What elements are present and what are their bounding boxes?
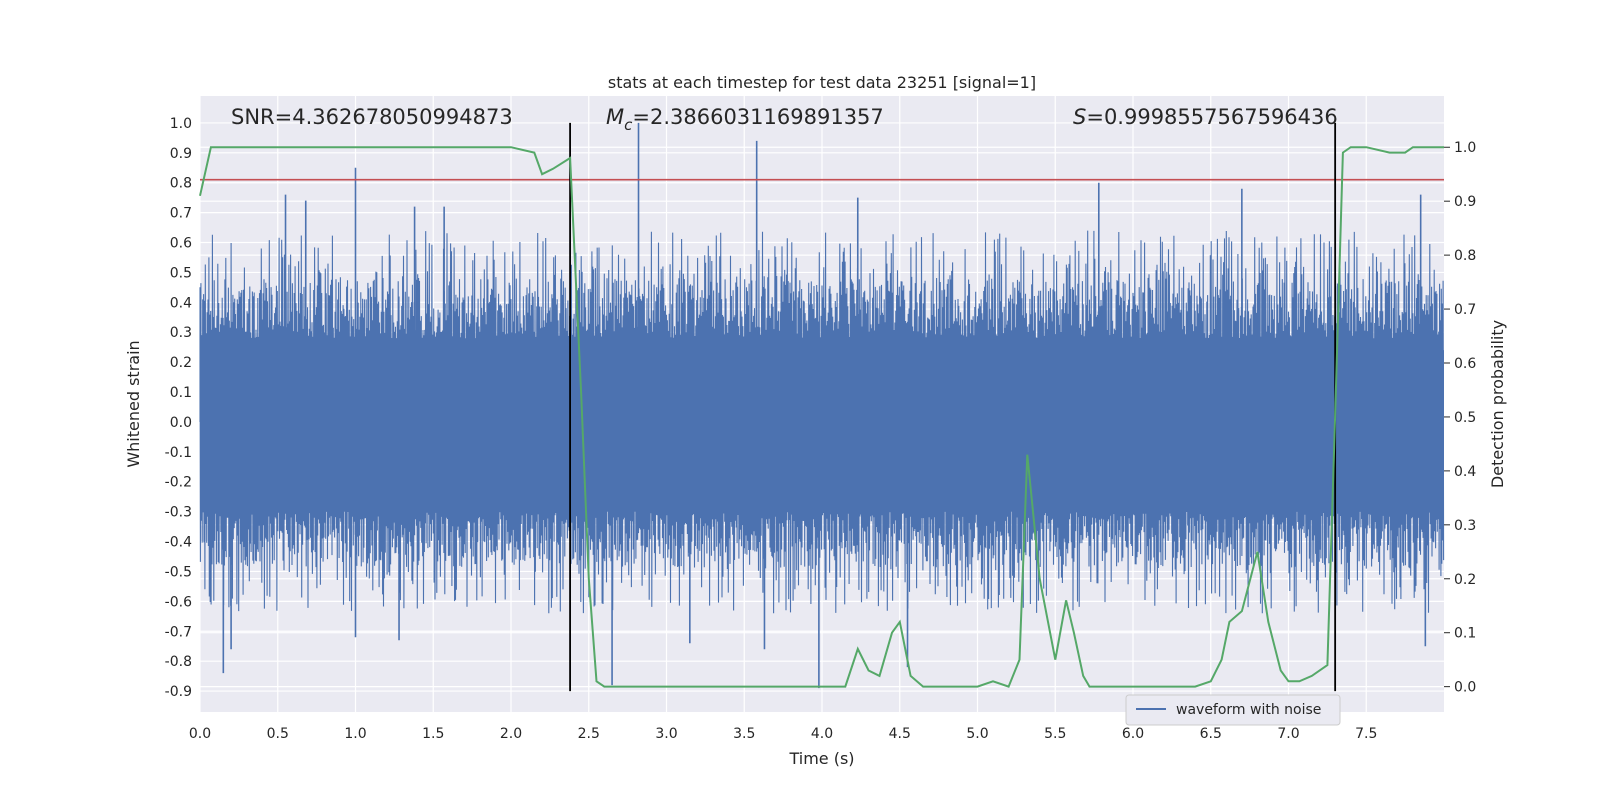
y-tick-label: 0.4 [170,295,192,311]
chirp-mass-annotation: Mc=2.3866031169891357 [606,105,884,134]
s-symbol: S [1073,105,1086,129]
y-tick-label: -0.8 [165,654,192,670]
y-tick-label: 0.9 [170,146,192,162]
waveform-trace [199,230,1445,614]
x-tick-label: 7.0 [1277,726,1299,742]
y-tick-label: -0.5 [165,564,192,580]
y-tick-label: 0.6 [170,236,192,252]
x-tick-label: 4.5 [889,726,911,742]
x-tick-label: 3.0 [655,726,677,742]
s-annotation: S=0.9998557567596436 [1073,105,1338,129]
legend-label-waveform: waveform with noise [1176,702,1321,718]
s-value: =0.9998557567596436 [1086,105,1337,129]
x-tick-label: 0.5 [267,726,289,742]
waveform-series [199,122,1445,689]
y-axis-ticks: 1.0 0.9 0.8 0.7 0.6 0.5 0.4 0.3 0.2 0.1 0.0 -0.1 -0.… [165,116,192,700]
y-tick-label: -0.6 [165,594,192,610]
legend: waveform with noise [1125,694,1341,726]
x-axis-label: Time (s) [788,749,854,768]
chirp-mass-symbol: M [606,105,624,129]
y-tick-label: 0.3 [170,325,192,341]
y-tick-label: -0.3 [165,505,192,521]
y-tick-label: 0.0 [170,415,192,431]
y-tick-label: 0.5 [170,265,192,281]
y2-tick-label: 0.4 [1454,464,1476,480]
y2-tick-label: 1.0 [1454,140,1476,156]
x-tick-label: 2.5 [578,726,600,742]
y-tick-label: -0.4 [165,535,192,551]
x-tick-label: 4.0 [811,726,833,742]
x-tick-label: 1.5 [422,726,444,742]
y2-axis-label: Detection probability [1488,320,1507,488]
chart-title: stats at each timestep for test data 232… [608,73,1036,92]
y2-tick-label: 0.0 [1454,680,1476,696]
y-tick-label: 0.8 [170,176,192,192]
y-tick-label: -0.2 [165,475,192,491]
y2-tick-label: 0.1 [1454,626,1476,642]
snr-annotation: SNR=4.362678050994873 [231,105,513,129]
y2-tick-label: 0.6 [1454,356,1476,372]
y2-axis-ticks: 1.0 0.9 0.8 0.7 0.6 0.5 0.4 0.3 0.2 0.1 0.0 [1444,140,1476,696]
y-tick-label: 1.0 [170,116,192,132]
x-tick-label: 6.0 [1122,726,1144,742]
y-axis-label: Whitened strain [124,340,143,467]
y-tick-label: 0.1 [170,385,192,401]
y-tick-label: 0.7 [170,206,192,222]
chirp-mass-value: =2.3866031169891357 [632,105,883,129]
y2-tick-label: 0.7 [1454,302,1476,318]
x-tick-label: 2.0 [500,726,522,742]
x-tick-label: 0.0 [189,726,211,742]
x-tick-label: 7.5 [1355,726,1377,742]
y2-tick-label: 0.2 [1454,572,1476,588]
y-tick-label: -0.7 [165,624,192,640]
legend-box [1125,694,1341,726]
x-tick-label: 1.0 [344,726,366,742]
y-tick-label: -0.9 [165,684,192,700]
y-tick-label: 0.2 [170,355,192,371]
x-tick-label: 5.0 [966,726,988,742]
y-tick-label: -0.1 [165,445,192,461]
probability-series [199,146,1444,688]
x-tick-label: 3.5 [733,726,755,742]
y2-tick-label: 0.3 [1454,518,1476,534]
y2-tick-label: 0.9 [1454,194,1476,210]
x-tick-label: 5.5 [1044,726,1066,742]
y2-tick-label: 0.5 [1454,410,1476,426]
chirp-mass-subscript: c [624,116,633,134]
x-axis-ticks: 0.0 0.5 1.0 1.5 2.0 2.5 3.0 3.5 4.0 4.5 5.0 5.5 6.0 6… [189,726,1378,742]
y2-tick-label: 0.8 [1454,248,1476,264]
x-tick-label: 6.5 [1200,726,1222,742]
